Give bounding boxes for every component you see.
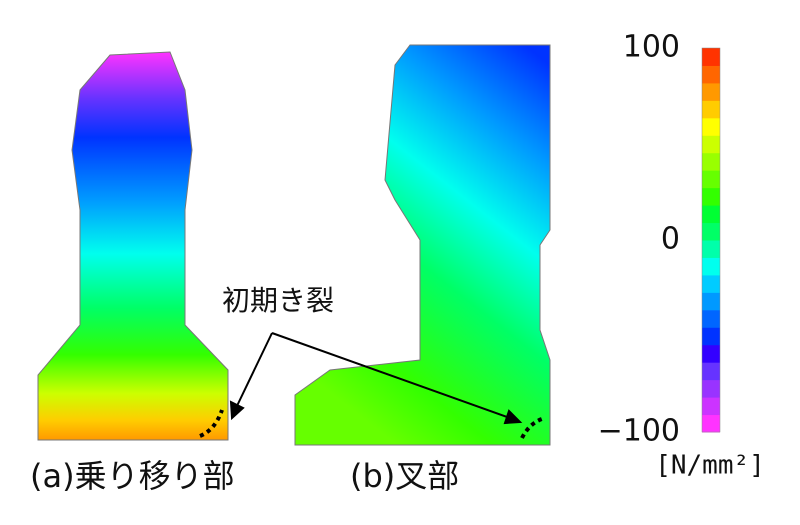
colorbar-segment <box>702 309 720 328</box>
colorbar-segment <box>702 274 720 293</box>
colorbar-segment <box>702 240 720 258</box>
colorbar-segment <box>702 379 720 398</box>
colorbar-segment <box>702 48 720 66</box>
colorbar-segment <box>702 257 720 276</box>
colorbar-frame <box>701 47 721 433</box>
colorbar-segment <box>702 187 720 206</box>
annotation: 初期き裂 <box>222 284 334 317</box>
colorbar-segment <box>702 344 720 363</box>
panel-label: (a)乗り移り部 <box>30 457 235 495</box>
arrows <box>229 332 523 425</box>
colorbar-tick-label: 100 <box>623 30 680 65</box>
crack-b <box>520 416 546 439</box>
colorbar-segment <box>702 135 720 154</box>
colorbar-segment <box>702 152 720 171</box>
colorbar-segment <box>702 292 720 311</box>
contour-b <box>294 44 551 446</box>
colorbar-segment <box>702 205 720 224</box>
colorbar-segment <box>702 65 720 84</box>
colorbar-segment <box>702 327 720 346</box>
crack-a <box>199 409 224 438</box>
contour-a <box>37 51 229 441</box>
colorbar-segment <box>702 397 720 416</box>
colorbar-unit: [N/mm²] <box>655 451 765 481</box>
colorbar-segment <box>702 100 720 119</box>
panel-label: (b)叉部 <box>350 457 459 495</box>
colorbar-segment <box>702 170 720 189</box>
colorbar-segment <box>702 222 720 241</box>
colorbar-segment <box>702 362 720 381</box>
colorbar-segment <box>702 117 720 136</box>
colorbar-segment <box>702 82 720 101</box>
colorbar-segment <box>702 414 720 433</box>
colorbar-tick-label: −100 <box>598 414 680 449</box>
colorbar-tick-label: 0 <box>661 222 680 257</box>
